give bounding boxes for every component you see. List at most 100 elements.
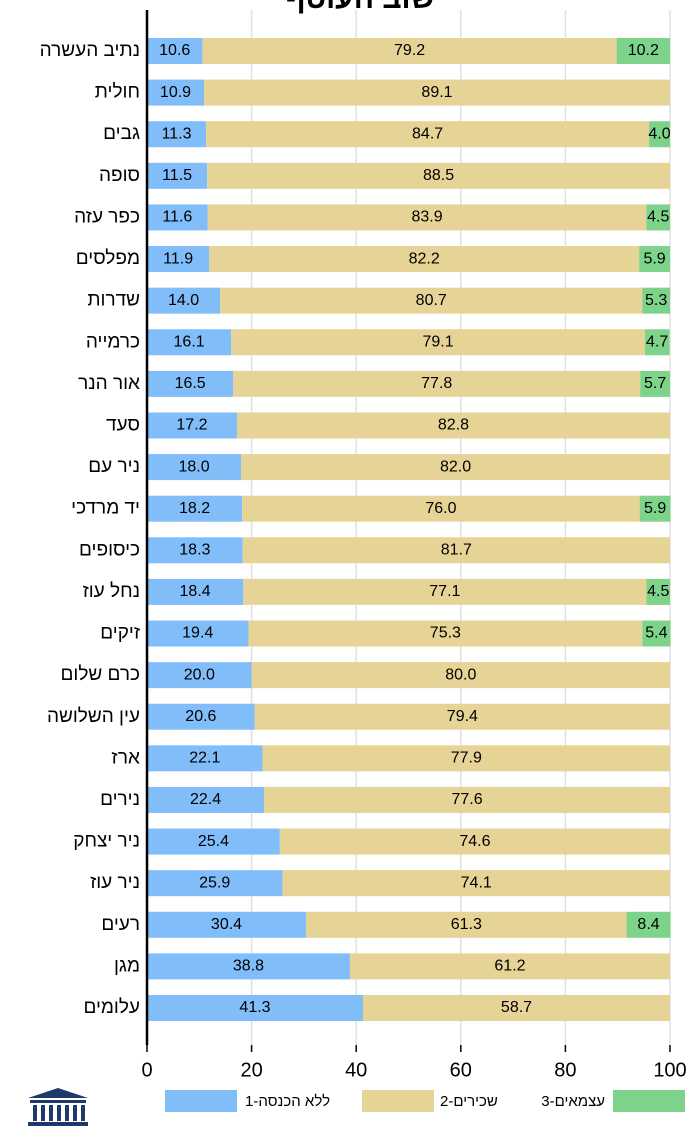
category-label: כיסופים	[79, 539, 140, 560]
category-label: עין השלושה	[47, 706, 140, 727]
value-label: 20.0	[184, 666, 215, 683]
value-label: 84.7	[412, 125, 443, 142]
bar-segment	[147, 287, 221, 314]
value-label: 38.8	[233, 958, 264, 975]
value-label: 11.3	[162, 125, 192, 142]
value-label: 20.6	[185, 708, 216, 725]
value-label: 4.7	[646, 333, 668, 350]
value-label: 11.9	[163, 250, 193, 267]
value-label: 79.1	[422, 333, 453, 350]
value-label: 4.5	[647, 583, 669, 600]
bar-segment	[349, 953, 670, 980]
value-label: 18.4	[180, 583, 211, 600]
category-label: נחל עוז	[83, 581, 140, 602]
legend-label: עצמאים-3	[541, 1093, 605, 1110]
bar-segment	[639, 246, 670, 273]
x-tick-label: 20	[240, 1059, 262, 1081]
legend-label: שכירים-2	[440, 1093, 498, 1110]
value-label: 11.6	[162, 209, 192, 226]
legend-swatch	[362, 1090, 434, 1112]
bar-segment	[207, 162, 670, 189]
value-label: 22.1	[189, 750, 220, 767]
bar-segment	[209, 246, 640, 273]
bar-segment	[640, 370, 670, 397]
category-label: ניר עם	[88, 456, 140, 477]
logo	[28, 1088, 88, 1126]
value-label: 79.2	[394, 42, 425, 59]
value-label: 10.2	[628, 42, 659, 59]
value-label: 88.5	[423, 167, 454, 184]
value-label: 18.0	[178, 458, 209, 475]
category-label: מפלסים	[76, 248, 140, 269]
value-label: 4.5	[647, 209, 669, 226]
bar-segment	[202, 38, 617, 64]
bar-segment	[147, 995, 363, 1021]
category-label: נירים	[100, 789, 140, 810]
bar-segment	[147, 703, 255, 730]
value-label: 76.0	[425, 500, 456, 517]
bar-segment	[206, 121, 650, 148]
value-label: 18.3	[179, 542, 210, 559]
bar-segment	[147, 79, 205, 106]
category-label: מגן	[114, 955, 140, 976]
value-label: 80.0	[445, 666, 476, 683]
category-label: זיקים	[100, 623, 140, 644]
bar-segment	[147, 578, 244, 605]
bar-segment	[644, 329, 670, 356]
value-label: 77.8	[421, 375, 452, 392]
value-label: 25.4	[198, 833, 229, 850]
value-label: 16.1	[174, 333, 205, 350]
category-label: גבים	[103, 123, 140, 144]
bar-segment	[207, 204, 647, 231]
bar-segment	[646, 204, 670, 231]
bar-segment	[279, 828, 670, 855]
bar-segment	[147, 38, 203, 64]
bar-segment	[639, 495, 671, 522]
bar-segment	[241, 454, 670, 481]
x-tick-label: 80	[554, 1059, 576, 1081]
bar-segment	[147, 121, 207, 148]
value-label: 77.9	[451, 750, 482, 767]
bar-segment	[147, 454, 242, 481]
bar-segment	[243, 578, 647, 605]
value-label: 79.4	[447, 708, 478, 725]
bar-segment	[642, 287, 670, 314]
bar-segment	[242, 537, 671, 564]
value-label: 5.9	[644, 500, 666, 517]
bar-segment	[147, 162, 208, 189]
value-label: 80.7	[416, 292, 447, 309]
value-label: 17.2	[176, 417, 207, 434]
bar-segment	[233, 370, 641, 397]
bar-segment	[147, 204, 208, 231]
x-tick-label: 60	[450, 1059, 472, 1081]
value-label: 58.7	[501, 999, 532, 1016]
value-label: 41.3	[239, 999, 270, 1016]
bar-segment	[231, 329, 645, 356]
value-label: 61.2	[494, 958, 525, 975]
bar-segment	[147, 828, 280, 855]
category-label: סעד	[106, 414, 140, 435]
x-tick-label: 100	[653, 1059, 686, 1081]
value-label: 22.4	[190, 791, 221, 808]
chart-title: שוב העוטף	[285, 0, 435, 15]
bar-segment	[362, 995, 670, 1021]
value-label: 74.6	[459, 833, 490, 850]
value-label: 19.4	[182, 625, 213, 642]
category-label: יד מרדכי	[71, 498, 140, 519]
category-label: כרם שלום	[61, 664, 140, 685]
value-label: 30.4	[211, 916, 242, 933]
bar-segment	[305, 911, 627, 938]
bar-segment	[248, 620, 643, 647]
value-label: 16.5	[175, 375, 206, 392]
value-label: 74.1	[461, 874, 492, 891]
bar-segment	[147, 662, 252, 689]
value-label: 83.9	[411, 209, 442, 226]
bar-segment	[147, 495, 243, 522]
bar-segment	[147, 953, 350, 980]
legend-swatch	[613, 1090, 685, 1112]
value-label: 61.3	[451, 916, 482, 933]
value-label: 5.3	[645, 292, 667, 309]
bar-segment	[204, 79, 670, 106]
bar-segment	[147, 537, 243, 564]
value-label: 81.7	[441, 542, 472, 559]
